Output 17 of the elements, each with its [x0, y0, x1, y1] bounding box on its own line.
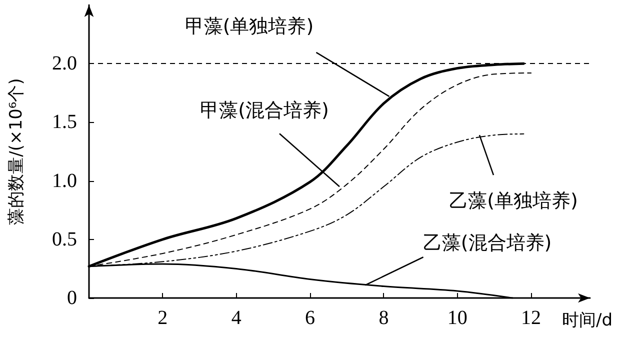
y-tick-label: 0.5 — [52, 228, 77, 250]
annotation: 甲藻(单独培养) — [184, 15, 314, 38]
x-tick-label: 6 — [305, 307, 316, 329]
annotation: 甲藻(混合培养) — [200, 100, 329, 122]
x-tick-label: 10 — [447, 307, 468, 329]
y-tick-label: 1.0 — [52, 170, 77, 192]
x-tick-label: 2 — [158, 307, 168, 329]
x-tick-label: 4 — [231, 307, 242, 329]
y-axis-title: 藻的数量/(×10⁶个) — [6, 78, 26, 225]
x-tick-label: 8 — [378, 307, 389, 329]
annotation: 乙藻(混合培养) — [422, 232, 552, 254]
y-tick-label: 0 — [67, 287, 77, 309]
x-tick-label: 12 — [521, 307, 542, 329]
annotation: 乙藻(单独培养) — [449, 190, 578, 212]
y-tick-label: 1.5 — [52, 111, 77, 134]
x-axis-title: 时间/d — [562, 310, 613, 330]
y-tick-label: 2.0 — [52, 52, 77, 75]
